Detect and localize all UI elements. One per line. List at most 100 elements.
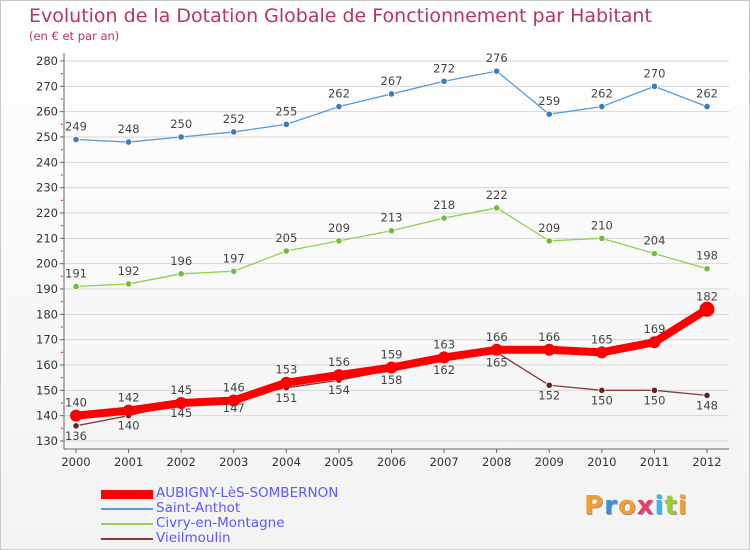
logo-letter: i — [654, 491, 665, 521]
data-point — [699, 301, 715, 317]
y-tick-label: 200 — [36, 257, 58, 271]
data-label: 248 — [118, 122, 140, 136]
data-point — [72, 135, 80, 144]
data-point — [650, 82, 659, 90]
data-point — [545, 110, 553, 118]
data-point — [122, 404, 135, 417]
data-point — [598, 386, 606, 394]
data-label: 205 — [275, 231, 297, 245]
data-label: 272 — [433, 61, 455, 75]
data-label: 259 — [538, 94, 560, 108]
data-label: 159 — [381, 348, 403, 362]
data-point — [650, 386, 659, 394]
chart-subtitle: (en € et par an) — [29, 29, 120, 43]
data-label: 163 — [433, 337, 455, 351]
data-point — [545, 237, 553, 245]
data-label: 147 — [223, 401, 245, 415]
data-label: 276 — [486, 51, 508, 65]
data-point — [493, 67, 501, 75]
data-label: 262 — [696, 87, 718, 101]
data-point — [230, 267, 238, 275]
y-tick-label: 240 — [36, 155, 58, 169]
data-label: 209 — [328, 221, 350, 235]
data-label: 158 — [381, 373, 403, 387]
y-tick-label: 280 — [36, 54, 58, 68]
y-tick-label: 130 — [36, 434, 58, 448]
data-point — [335, 103, 343, 111]
data-label: 145 — [170, 383, 192, 397]
data-label: 204 — [643, 234, 665, 248]
x-tick-label: 2010 — [587, 455, 616, 469]
data-label: 255 — [275, 104, 297, 118]
legend-label: Vieilmoulin — [156, 530, 231, 546]
x-tick-label: 2004 — [272, 455, 301, 469]
y-tick-label: 180 — [36, 307, 58, 321]
logo-letter: r — [604, 491, 618, 521]
data-label: 209 — [538, 221, 560, 235]
data-label: 136 — [65, 429, 87, 443]
y-tick-label: 140 — [36, 409, 58, 423]
legend-label: AUBIGNY-LèS-SOMBERNON — [156, 485, 339, 501]
y-tick-label: 230 — [36, 181, 58, 195]
data-label: 262 — [328, 87, 350, 101]
data-point — [335, 237, 343, 245]
y-tick-label: 170 — [36, 333, 58, 347]
data-point — [598, 234, 606, 242]
data-label: 191 — [65, 266, 87, 280]
x-tick-label: 2007 — [429, 455, 458, 469]
data-label: 197 — [223, 251, 245, 265]
chart-title: Evolution de la Dotation Globale de Fonc… — [29, 5, 652, 27]
x-tick-label: 2006 — [377, 455, 406, 469]
data-point — [175, 397, 188, 409]
data-label: 222 — [486, 188, 508, 202]
x-tick-label: 2001 — [114, 455, 143, 469]
data-label: 140 — [118, 419, 140, 433]
data-point — [703, 391, 711, 399]
data-point — [387, 227, 396, 235]
data-label: 252 — [223, 112, 245, 126]
legend-swatch — [101, 508, 153, 510]
data-label: 150 — [591, 393, 613, 407]
data-label: 192 — [118, 264, 140, 278]
data-point — [438, 351, 451, 364]
data-label: 270 — [643, 66, 665, 80]
data-label: 140 — [65, 396, 87, 410]
data-point — [595, 346, 608, 359]
data-point — [282, 247, 290, 255]
x-tick-label: 2000 — [61, 455, 90, 469]
data-point — [332, 369, 345, 382]
x-tick-label: 2012 — [692, 455, 721, 469]
y-tick-label: 250 — [36, 130, 58, 144]
data-label: 250 — [170, 117, 192, 131]
data-point — [545, 381, 553, 389]
data-point — [385, 361, 398, 374]
data-label: 169 — [643, 322, 665, 336]
data-point — [703, 103, 711, 111]
data-point — [543, 343, 556, 356]
data-point — [387, 90, 396, 98]
y-tick-label: 190 — [36, 282, 58, 296]
legend-swatch — [101, 523, 153, 525]
data-label: 142 — [118, 391, 140, 405]
data-point — [70, 409, 82, 422]
x-tick-label: 2008 — [482, 455, 511, 469]
data-point — [440, 214, 448, 222]
data-label: 156 — [328, 355, 350, 369]
proxiti-logo: Proxiti — [584, 491, 688, 521]
data-label: 151 — [275, 391, 297, 405]
x-tick-label: 2003 — [219, 455, 248, 469]
data-label: 249 — [65, 120, 87, 134]
data-label: 166 — [538, 330, 560, 344]
y-tick-label: 160 — [36, 358, 58, 372]
data-point — [282, 120, 290, 128]
logo-letter: o — [617, 491, 637, 521]
y-tick-label: 220 — [36, 206, 58, 220]
data-label: 154 — [328, 383, 350, 397]
data-point — [490, 343, 503, 356]
logo-letter: P — [584, 491, 605, 521]
data-label: 145 — [170, 406, 192, 420]
data-point — [227, 394, 240, 407]
y-tick-label: 150 — [36, 383, 58, 397]
data-label: 153 — [275, 363, 297, 377]
